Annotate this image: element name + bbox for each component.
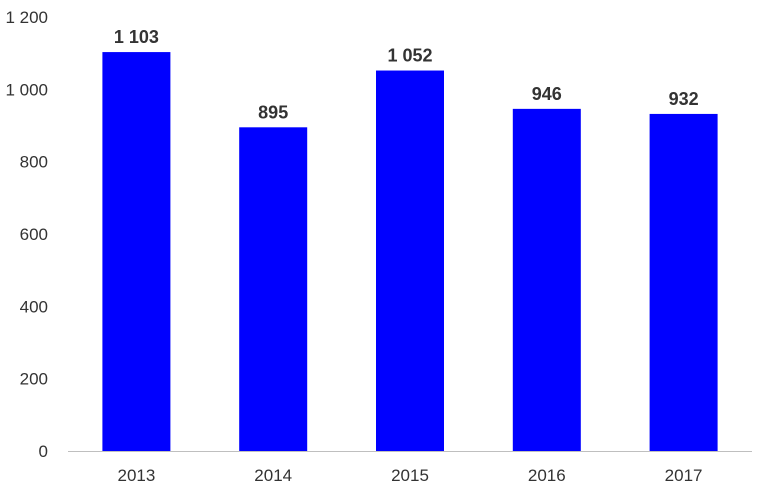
bar-2015: [376, 70, 444, 451]
data-label-2016: 946: [532, 84, 562, 104]
y-tick-label: 400: [20, 297, 48, 316]
bar-2016: [512, 108, 581, 451]
data-labels: 1 103 895 1 052 946 932: [114, 27, 699, 122]
data-label-2013: 1 103: [114, 27, 159, 47]
x-tick-label: 2013: [117, 466, 155, 485]
data-label-2017: 932: [669, 89, 699, 109]
y-tick-label: 600: [20, 225, 48, 244]
y-tick-label: 1 200: [5, 8, 48, 27]
data-label-2014: 895: [258, 102, 288, 122]
y-tick-label: 1 000: [5, 80, 48, 99]
bar-2014: [239, 127, 308, 451]
y-axis-ticks: 0 200 400 600 800 1 000 1 200: [5, 8, 48, 461]
bar-2013: [102, 52, 171, 451]
x-tick-label: 2014: [254, 466, 292, 485]
bars: [102, 52, 718, 451]
x-axis-ticks: 2013 2014 2015 2016 2017: [117, 466, 702, 485]
y-tick-label: 800: [20, 153, 48, 172]
x-tick-label: 2017: [665, 466, 703, 485]
data-label-2015: 1 052: [387, 46, 432, 66]
y-tick-label: 200: [20, 370, 48, 389]
x-tick-label: 2015: [391, 466, 429, 485]
bar-2017: [649, 113, 718, 451]
y-tick-label: 0: [39, 442, 48, 461]
x-tick-label: 2016: [528, 466, 566, 485]
